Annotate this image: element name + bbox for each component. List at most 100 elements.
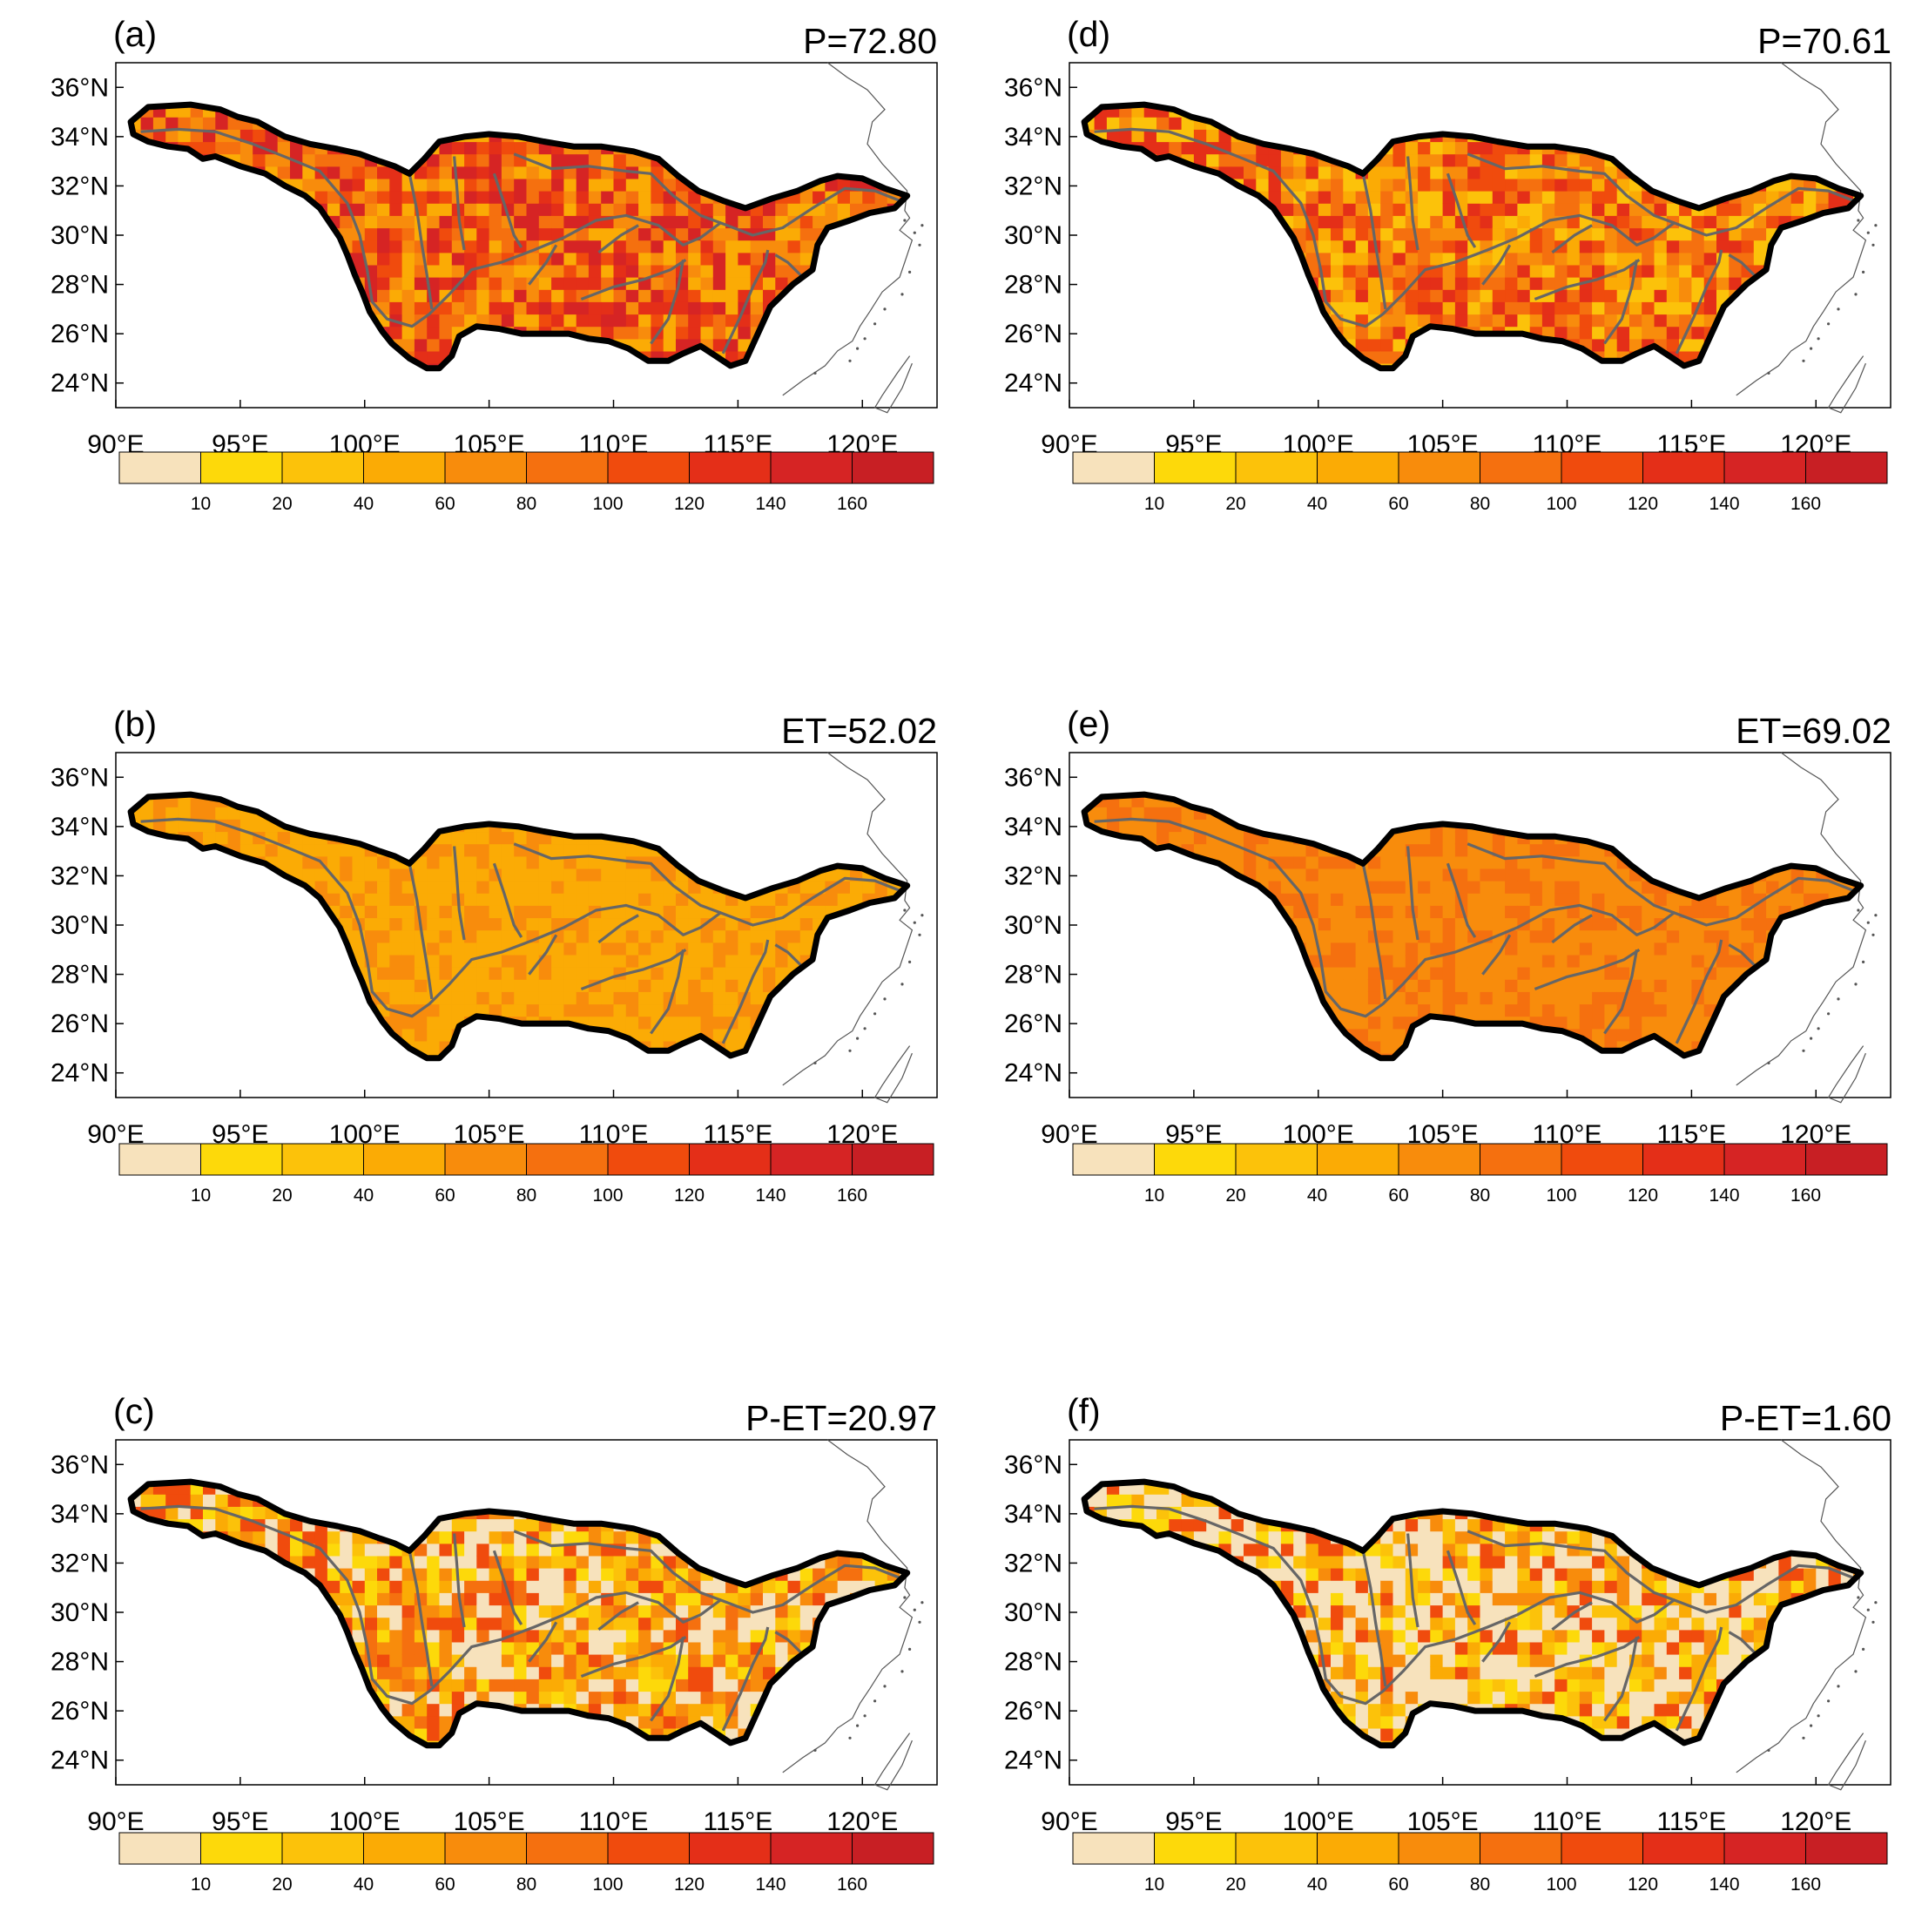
grid-cell <box>638 1555 651 1569</box>
grid-cell <box>427 967 441 980</box>
grid-cell <box>352 855 366 869</box>
grid-cell <box>601 819 615 833</box>
grid-cell <box>327 289 341 302</box>
grid-cell <box>775 166 789 179</box>
grid-cell <box>489 807 502 820</box>
grid-cell <box>352 178 366 192</box>
grid-cell <box>712 843 726 857</box>
grid-cell <box>340 277 354 290</box>
grid-cell <box>551 1003 564 1017</box>
grid-cell <box>688 105 702 118</box>
grid-cell <box>178 1530 192 1544</box>
grid-cell <box>302 942 316 956</box>
grid-cell <box>290 1518 303 1532</box>
grid-cell <box>1169 92 1182 105</box>
grid-cell <box>1084 215 1096 229</box>
grid-cell <box>203 1604 216 1618</box>
grid-cell <box>551 153 564 167</box>
grid-cell <box>912 327 925 340</box>
grid-cell <box>227 1691 241 1705</box>
grid-cell <box>588 881 602 894</box>
grid-cell <box>203 967 216 980</box>
grid-cell <box>414 1666 428 1679</box>
grid-cell <box>215 1016 229 1030</box>
grid-cell <box>215 1028 229 1042</box>
grid-cell <box>364 141 378 155</box>
colorbar-swatch <box>526 451 609 484</box>
grid-cell <box>799 1740 813 1746</box>
grid-cell <box>1256 117 1270 130</box>
grid-cell <box>900 1740 907 1746</box>
grid-cell <box>476 1604 490 1618</box>
grid-cell <box>651 794 664 795</box>
grid-cell <box>327 153 341 167</box>
grid-cell <box>314 1003 328 1017</box>
grid-cell <box>227 1629 241 1643</box>
grid-cell <box>589 92 602 105</box>
grid-cell <box>327 1691 341 1705</box>
grid-cell <box>427 1028 441 1042</box>
grid-cell <box>389 929 403 943</box>
grid-cell <box>526 105 540 118</box>
grid-cell <box>364 868 378 882</box>
grid-cell <box>799 1666 813 1679</box>
grid-cell <box>850 129 863 143</box>
grid-cell <box>140 1040 154 1054</box>
grid-cell <box>750 141 764 155</box>
grid-cell <box>676 1028 689 1042</box>
island-dot <box>883 1685 887 1688</box>
grid-cell <box>601 1530 615 1544</box>
grid-cell <box>1244 314 1257 328</box>
grid-cell <box>514 794 528 795</box>
grid-cell <box>489 855 502 869</box>
grid-cell <box>900 117 907 130</box>
grid-cell <box>253 1040 266 1054</box>
river-line <box>597 914 639 944</box>
grid-cell <box>314 1629 328 1643</box>
grid-cell <box>489 301 502 315</box>
grid-cell <box>601 881 615 894</box>
grid-cell <box>427 338 441 352</box>
grid-cell <box>1206 153 1220 167</box>
grid-cell <box>750 794 764 807</box>
grid-cell <box>327 1506 341 1520</box>
grid-cell <box>253 1703 266 1717</box>
grid-cell <box>427 1580 441 1593</box>
grid-cell <box>203 1482 216 1483</box>
grid-cell <box>253 363 266 368</box>
grid-cell <box>277 954 291 968</box>
grid-cell <box>190 215 204 229</box>
grid-cell <box>900 843 907 857</box>
grid-cell <box>1106 264 1120 278</box>
grid-cell <box>725 794 738 795</box>
grid-cell <box>203 1666 216 1679</box>
grid-cell <box>265 1617 279 1631</box>
grid-cell <box>165 1530 179 1544</box>
grid-cell <box>427 350 441 364</box>
grid-cell <box>215 1518 229 1532</box>
grid-cell <box>787 227 801 241</box>
grid-cell <box>178 215 192 229</box>
grid-cell <box>215 289 229 302</box>
grid-cell <box>215 831 229 845</box>
grid-cell <box>688 314 702 328</box>
grid-cell <box>563 117 577 130</box>
grid-cell <box>862 1727 876 1741</box>
grid-cell <box>389 141 403 155</box>
grid-cell <box>563 314 577 328</box>
grid-cell <box>1169 252 1183 266</box>
grid-cell <box>763 338 776 352</box>
grid-cell <box>439 1003 453 1017</box>
grid-cell <box>1131 227 1145 241</box>
grid-cell <box>750 178 764 192</box>
grid-cell <box>414 991 428 1005</box>
grid-cell <box>651 794 664 807</box>
grid-cell <box>912 881 925 894</box>
grid-cell <box>314 252 328 266</box>
grid-cell <box>140 1580 154 1593</box>
grid-cell <box>676 301 689 315</box>
grid-cell <box>227 881 241 894</box>
grid-cell <box>389 1555 403 1569</box>
grid-cell <box>912 868 925 882</box>
grid-cell <box>152 1543 166 1557</box>
